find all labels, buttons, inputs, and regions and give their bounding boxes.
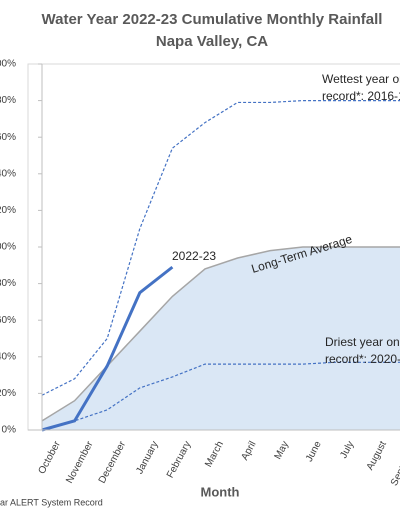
y-tick-label: 0%: [2, 425, 17, 436]
annotation: Driest year on: [325, 335, 400, 349]
y-tick-label: 80%: [0, 278, 16, 289]
y-tick-label: 200%: [0, 59, 16, 70]
annotation: record*: 2020-21: [325, 352, 400, 366]
y-tick-label: 160%: [0, 132, 16, 143]
chart-subtitle: Napa Valley, CA: [156, 33, 268, 50]
chart-title: Water Year 2022-23 Cumulative Monthly Ra…: [42, 11, 383, 28]
y-tick-label: 100%: [0, 242, 16, 253]
annotation: Wettest year on: [322, 72, 400, 86]
area-line: [41, 246, 400, 422]
footnote: ar ALERT System Record: [0, 497, 103, 507]
y-tick-label: 60%: [0, 315, 16, 326]
y-tick-label: 40%: [0, 351, 16, 362]
y-tick-label: 120%: [0, 205, 16, 216]
line: [41, 265, 174, 432]
y-tick-label: 180%: [0, 95, 16, 106]
series-label: 2022-23: [172, 249, 216, 263]
annotation: record*: 2016-17: [322, 89, 400, 103]
line: [41, 361, 400, 431]
area: [42, 247, 400, 430]
x-axis-label: Month: [201, 484, 240, 499]
line: [41, 100, 400, 396]
y-tick-label: 20%: [0, 388, 16, 399]
y-tick-label: 140%: [0, 168, 16, 179]
